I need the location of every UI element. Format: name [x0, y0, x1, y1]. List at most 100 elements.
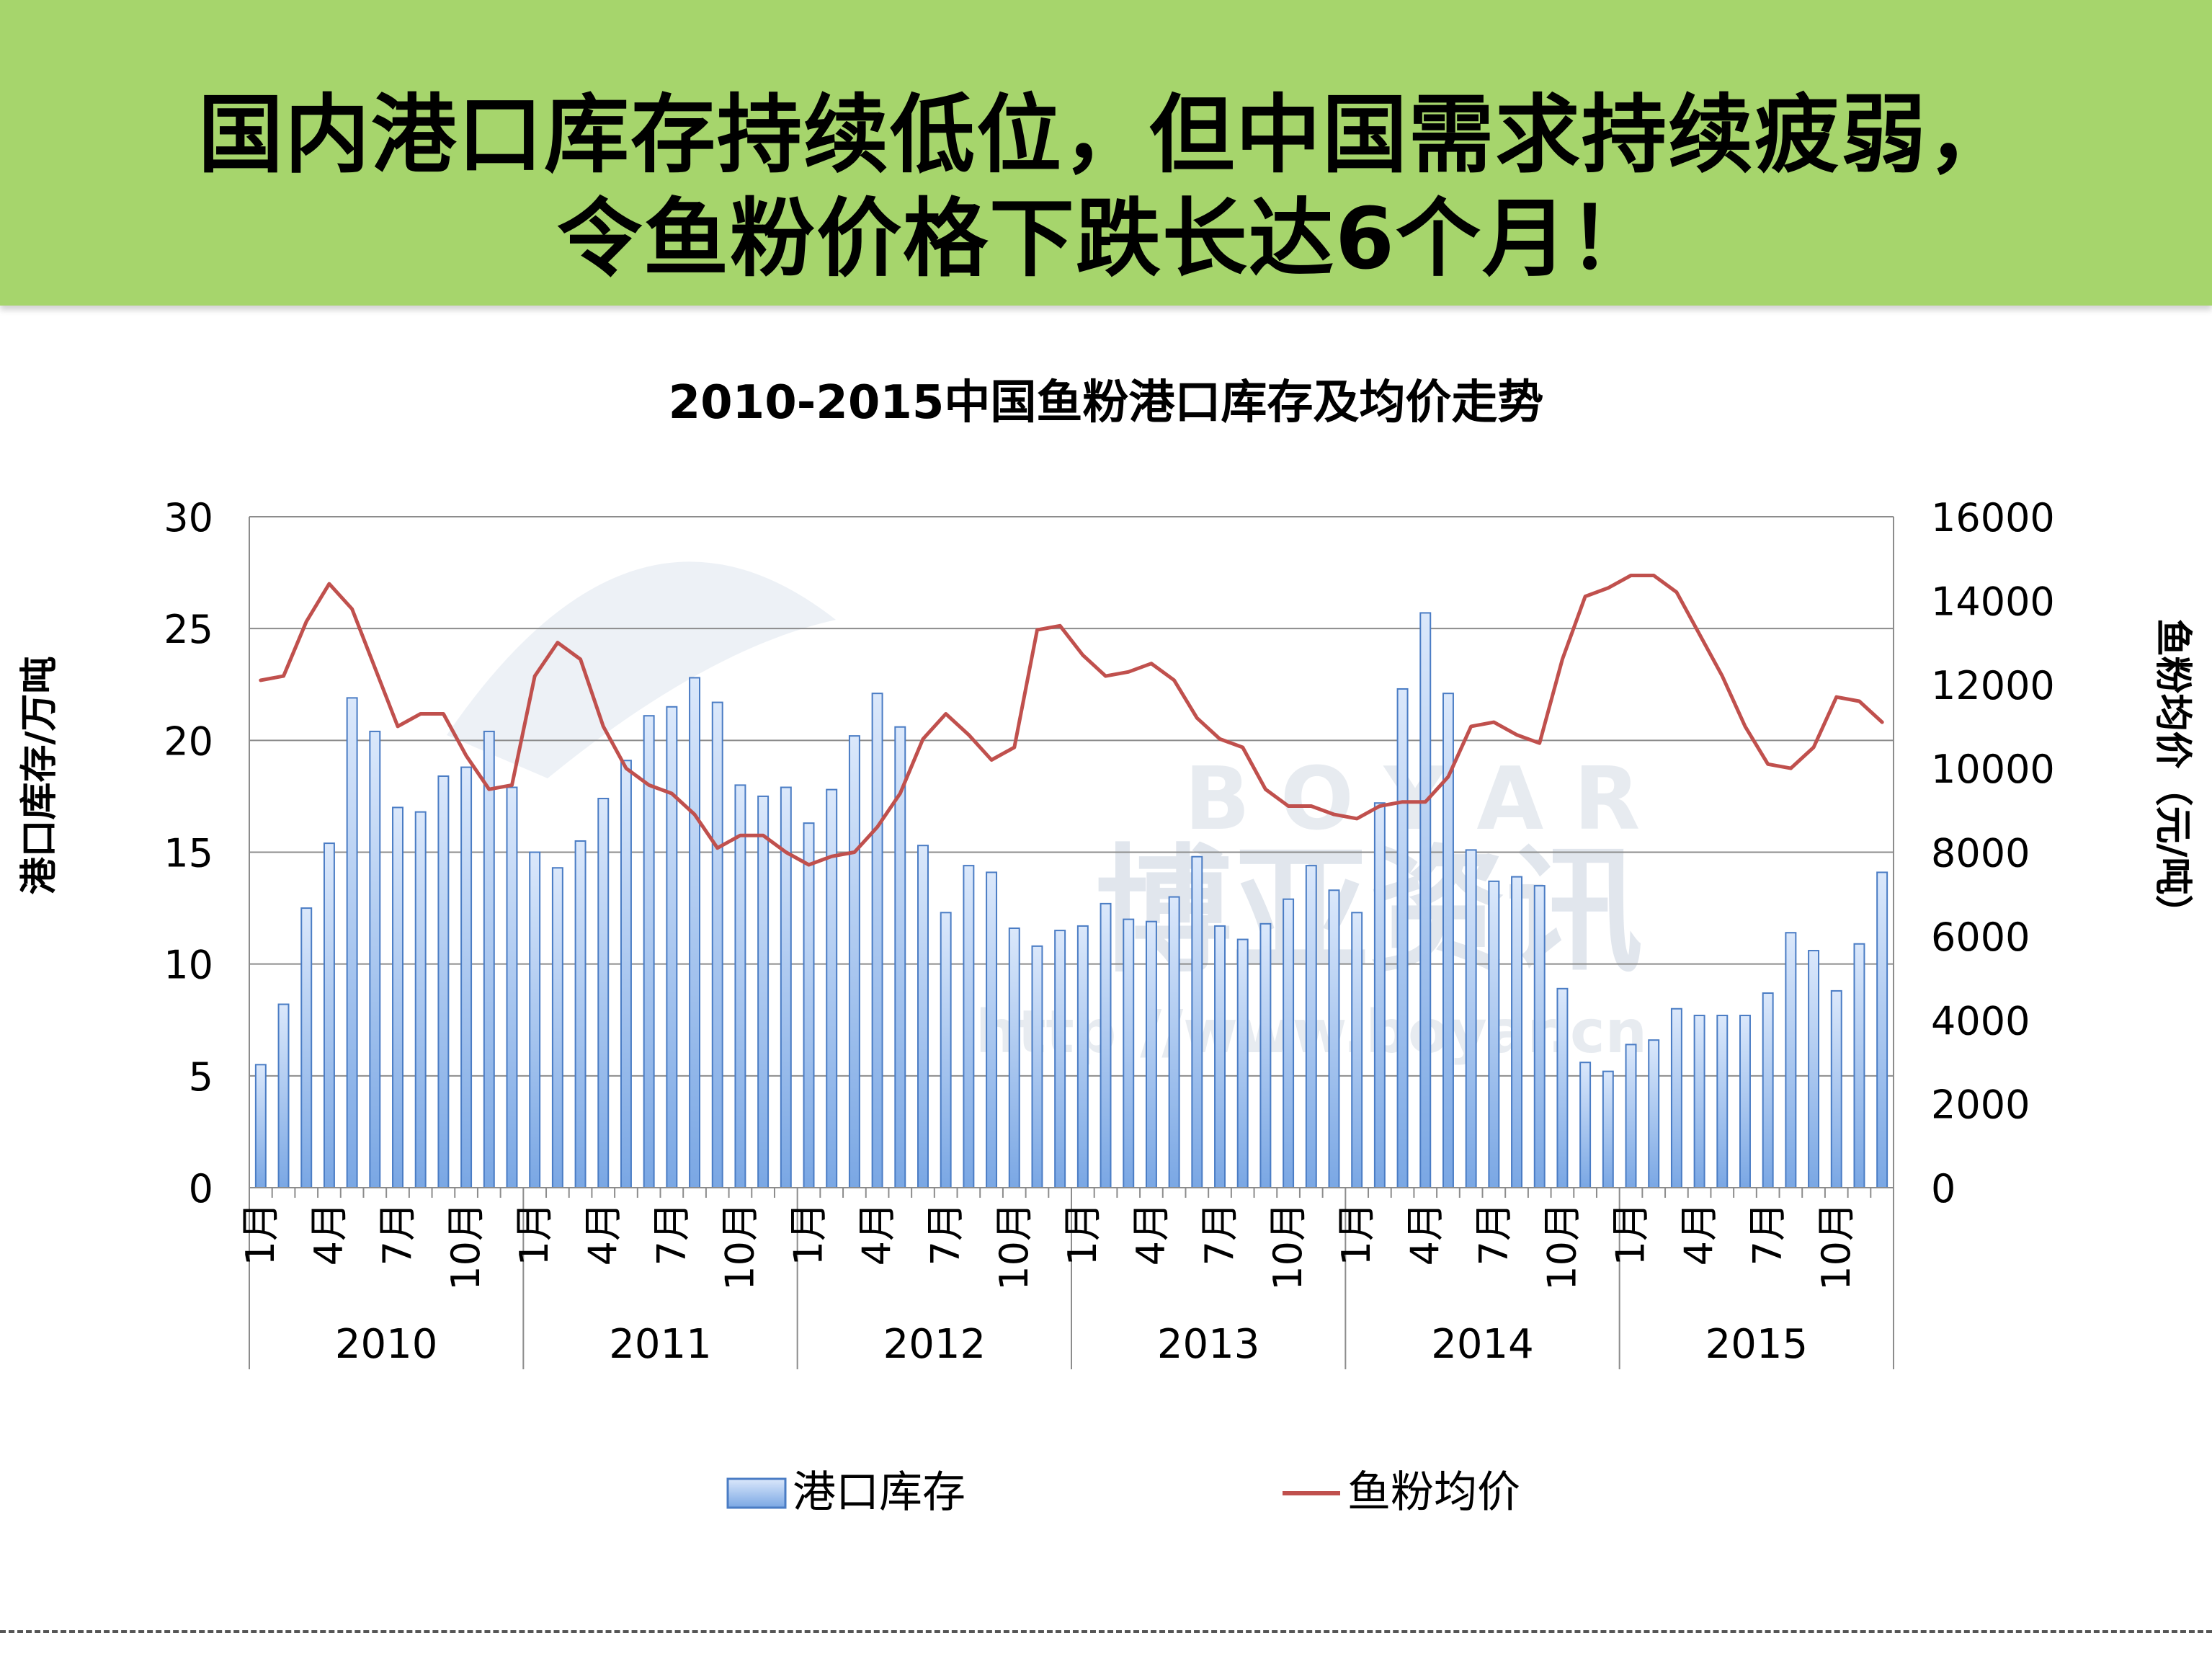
right-axis-tick-labels: 0 2000 4000 6000 8000 10000 12000 14000 16000: [1931, 495, 2055, 1211]
bar-港口库存-60: [1625, 1044, 1637, 1189]
month-tick-label: 7月: [1471, 1202, 1516, 1266]
month-tick-label: 10月: [1539, 1202, 1584, 1291]
month-tick-label: 10月: [1814, 1202, 1859, 1291]
axes: [249, 517, 1894, 1369]
bar-港口库存-64: [1716, 1015, 1729, 1188]
bar-港口库存-66: [1762, 992, 1774, 1188]
bar-港口库存-40: [1168, 896, 1180, 1188]
bar-港口库存-65: [1739, 1015, 1751, 1188]
gridlines: [249, 516, 1894, 1188]
month-tick-label: 4月: [1128, 1202, 1174, 1266]
bar-港口库存-44: [1259, 922, 1272, 1188]
bar-港口库存-15: [597, 798, 610, 1188]
bar-港口库存-9: [460, 766, 473, 1189]
bar-港口库存-53: [1465, 849, 1477, 1188]
bar-港口库存-49: [1373, 802, 1386, 1188]
bar-港口库存-50: [1396, 688, 1409, 1188]
bar-港口库存-63: [1693, 1015, 1705, 1188]
bar-港口库存-22: [757, 795, 770, 1188]
title-banner: [0, 0, 2212, 306]
bar-港口库存-69: [1830, 989, 1842, 1188]
bar-港口库存-18: [666, 706, 678, 1188]
left-tick-label: 30: [164, 495, 213, 541]
month-tick-label: 1月: [1608, 1202, 1654, 1266]
left-axis-tick-labels: 0 5 10 15 20 25 30: [164, 495, 213, 1211]
year-label-2013: 2013: [1157, 1321, 1260, 1368]
bar-港口库存-16: [620, 760, 632, 1188]
chart-title: 2010-2015中国鱼粉港口库存及均价走势: [669, 376, 1544, 430]
bar-港口库存-11: [506, 786, 518, 1188]
month-tick-label: 7月: [923, 1202, 968, 1266]
bar-港口库存-47: [1328, 889, 1340, 1189]
month-tick-label: 10月: [443, 1202, 489, 1291]
bar-港口库存-67: [1785, 932, 1797, 1188]
year-label-2012: 2012: [883, 1321, 986, 1368]
watermark-logo-swoosh: [447, 561, 836, 778]
bar-港口库存-68: [1808, 950, 1820, 1188]
legend: 港口库存 鱼粉均价: [726, 1467, 1520, 1518]
bar-港口库存-2: [300, 907, 313, 1189]
month-tick-label: 10月: [1265, 1202, 1311, 1291]
bar-港口库存-25: [826, 788, 838, 1188]
year-label-2011: 2011: [609, 1321, 712, 1368]
bar-港口库存-14: [574, 840, 587, 1188]
right-tick-label: 16000: [1931, 495, 2055, 541]
watermark-latin: B O Y A R: [1185, 750, 1641, 850]
year-label-2014: 2014: [1431, 1321, 1534, 1368]
right-tick-label: 2000: [1931, 1082, 2030, 1128]
month-tick-label: 4月: [855, 1202, 900, 1266]
bar-港口库存-5: [369, 730, 381, 1188]
month-tick-label: 1月: [1060, 1202, 1105, 1266]
bar-港口库存-39: [1145, 920, 1157, 1189]
month-tick-label: 7月: [648, 1202, 694, 1266]
bar-港口库存-19: [689, 677, 701, 1188]
bar-港口库存-42: [1214, 925, 1226, 1189]
right-tick-label: 10000: [1931, 747, 2055, 792]
month-tick-label: 7月: [375, 1202, 420, 1266]
bar-港口库存-41: [1191, 855, 1203, 1188]
legend-swatch-港口库存: [726, 1477, 787, 1509]
chart: B O Y A R 博亚资讯 http://www.boyar.cn 2010-…: [18, 376, 2194, 1518]
bar-港口库存-61: [1648, 1039, 1660, 1189]
bar-港口库存-13: [551, 867, 563, 1189]
bar-港口库存-58: [1579, 1062, 1592, 1189]
line-series-鱼粉均价: [259, 574, 1884, 867]
bar-港口库存-35: [1054, 930, 1066, 1189]
bar-港口库存-0: [254, 1064, 267, 1188]
bar-港口库存-56: [1533, 885, 1546, 1189]
bar-港口库存-34: [1031, 945, 1043, 1188]
right-axis-label: 鱼粉均价（元/吨）: [2151, 619, 2194, 933]
bar-港口库存-45: [1283, 898, 1295, 1189]
bar-港口库存-48: [1351, 912, 1363, 1189]
bar-港口库存-59: [1602, 1070, 1614, 1189]
right-tick-label: 4000: [1931, 998, 2030, 1044]
bar-港口库存-46: [1305, 865, 1317, 1188]
bar-港口库存-57: [1556, 987, 1569, 1188]
slide-headline-line-2: 令鱼粉价格下跌长达6个月！: [556, 189, 1656, 288]
year-label-2015: 2015: [1705, 1321, 1809, 1368]
bar-港口库存-26: [848, 735, 860, 1188]
right-tick-label: 14000: [1931, 579, 2055, 624]
month-tick-label: 4月: [306, 1202, 352, 1266]
bar-港口库存-29: [917, 845, 929, 1188]
bar-港口库存-12: [529, 851, 541, 1188]
bar-港口库存-30: [940, 912, 952, 1189]
left-axis-label: 港口库存/万吨: [18, 657, 61, 895]
legend-label-鱼粉均价: 鱼粉均价: [1347, 1467, 1520, 1518]
left-tick-label: 15: [164, 831, 213, 876]
month-tick-label: 1月: [238, 1202, 283, 1266]
bar-港口库存-37: [1100, 902, 1112, 1189]
bar-港口库存-20: [711, 701, 723, 1188]
month-tick-label: 1月: [512, 1202, 557, 1266]
bar-港口库存-8: [437, 775, 450, 1188]
bar-港口库存-54: [1488, 880, 1500, 1189]
bar-港口库存-21: [734, 784, 746, 1188]
bar-港口库存-36: [1076, 925, 1089, 1189]
x-axis-year-labels: 2010 2011 2012 2013 2014 2015: [335, 1321, 1808, 1368]
month-tick-label: 7月: [1197, 1202, 1242, 1266]
month-tick-label: 4月: [580, 1202, 625, 1266]
bar-港口库存-32: [986, 871, 998, 1189]
bar-港口库存-70: [1853, 943, 1865, 1189]
month-tick-label: 4月: [1677, 1202, 1722, 1266]
bar-港口库存-31: [963, 865, 975, 1188]
